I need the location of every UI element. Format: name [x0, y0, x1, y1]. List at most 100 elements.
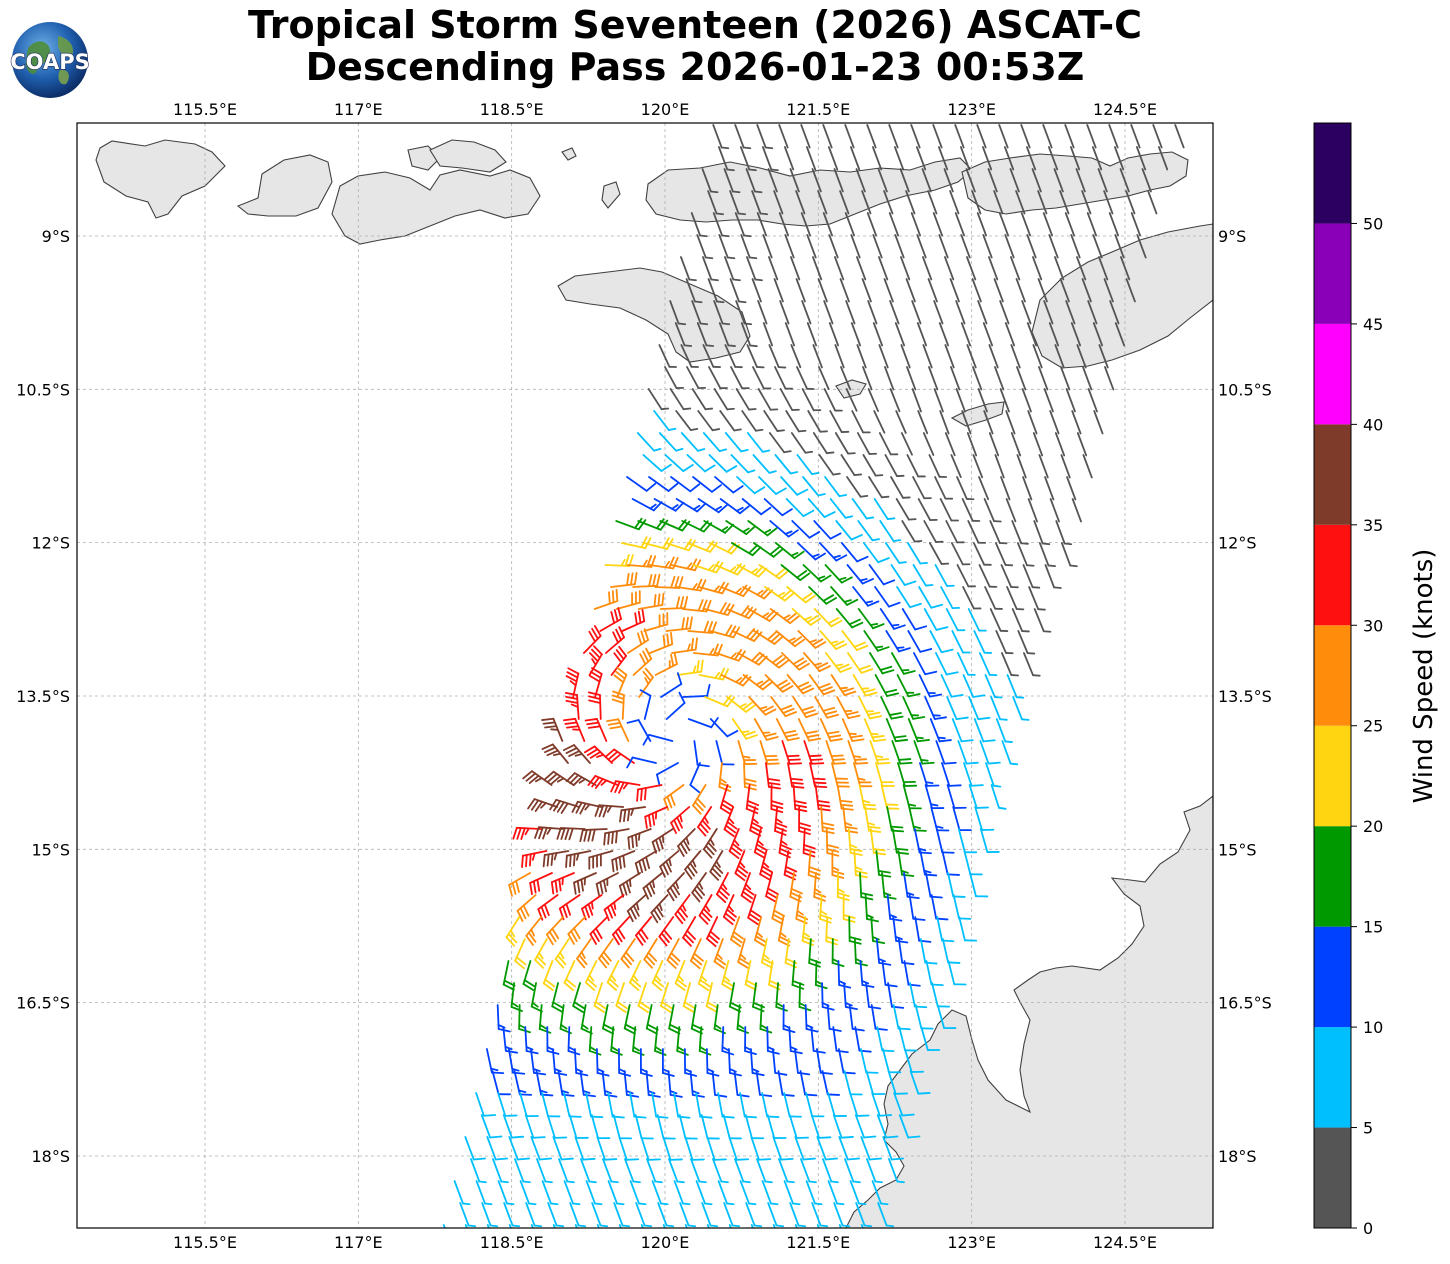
wind-barb — [944, 432, 956, 457]
wind-barb — [952, 806, 972, 832]
wind-barb — [761, 1180, 779, 1206]
wind-barb — [762, 234, 773, 259]
wind-barb — [825, 740, 847, 765]
wind-barb — [810, 1114, 832, 1139]
wind-barb — [768, 344, 787, 369]
wind-barb — [988, 344, 999, 369]
wind-barb — [530, 982, 543, 1013]
wind-barb — [950, 454, 962, 478]
wind-barb — [797, 630, 827, 649]
wind-barb — [736, 476, 766, 495]
lat-label: 13.5°S — [1218, 687, 1272, 706]
wind-barb — [1076, 344, 1087, 369]
wind-barb — [954, 124, 965, 149]
wind-barb — [903, 1048, 925, 1073]
colorbar-segment — [1314, 625, 1351, 726]
wind-barb — [802, 476, 826, 497]
wind-barb — [503, 1202, 521, 1228]
land-small-island-2 — [601, 181, 621, 209]
wind-barb — [911, 388, 922, 413]
wind-barb — [603, 894, 625, 922]
wind-barb — [941, 762, 962, 787]
wind-barb — [796, 454, 820, 475]
wind-barb — [529, 872, 553, 896]
wind-barb — [730, 542, 762, 557]
lat-label: 13.5°S — [16, 687, 70, 706]
colorbar-segment — [1314, 123, 1351, 224]
wind-barb — [928, 454, 948, 478]
wind-barb — [1054, 432, 1066, 457]
wind-barb — [516, 894, 537, 922]
wind-barb — [1065, 388, 1076, 413]
wind-barb — [1001, 652, 1019, 677]
wind-barb — [1065, 300, 1076, 325]
wind-barb — [938, 234, 949, 259]
wind-barb — [1038, 454, 1049, 479]
wind-barb — [697, 410, 721, 432]
wind-barb — [678, 1114, 698, 1140]
wind-barb — [491, 1070, 511, 1096]
wind-barb — [918, 586, 944, 609]
wind-barb — [894, 322, 906, 347]
wind-barb — [851, 410, 871, 434]
wind-barb — [770, 696, 798, 718]
wind-barb — [920, 1026, 941, 1051]
wind-barb — [830, 674, 857, 697]
wind-barb — [620, 938, 636, 969]
wind-barb — [552, 1136, 574, 1161]
wind-barb — [1026, 234, 1037, 259]
wind-barb — [885, 718, 909, 743]
wind-barb — [594, 804, 625, 818]
wind-barb — [1087, 300, 1098, 325]
wind-barb — [906, 454, 926, 478]
wind-barb — [723, 168, 741, 194]
wind-barb — [1042, 124, 1053, 149]
wind-barb — [1053, 168, 1064, 193]
wind-barb — [1071, 410, 1082, 435]
wind-barb — [1033, 520, 1051, 546]
wind-barb — [801, 916, 815, 946]
wind-barb — [654, 1026, 667, 1056]
wind-barb — [987, 168, 998, 193]
wind-barb — [654, 575, 684, 589]
wind-barb — [1076, 256, 1087, 281]
wind-barb — [949, 278, 960, 303]
wind-barb — [718, 234, 736, 260]
wind-barb — [947, 960, 967, 986]
wind-barb — [941, 938, 961, 964]
wind-barb — [629, 1180, 647, 1206]
wind-barb — [1119, 168, 1130, 193]
lon-labels-bottom: 115.5°E 117°E 118.5°E 120°E 121.5°E 123°E 124.… — [173, 1233, 1157, 1252]
wind-barb — [658, 916, 675, 947]
wind-barb — [615, 590, 641, 610]
wind-barb — [588, 850, 614, 870]
lon-label: 115.5°E — [173, 100, 237, 119]
lon-label: 120°E — [641, 1233, 690, 1252]
wind-barb — [801, 388, 822, 412]
wind-barb — [914, 1004, 934, 1030]
colorbar-ticks: 0 5 10 15 20 25 30 35 40 45 50 — [1351, 214, 1383, 1238]
wind-barb — [664, 454, 694, 472]
wind-barb — [698, 1026, 712, 1056]
wind-barb — [1043, 388, 1054, 413]
wind-barb — [897, 762, 918, 787]
wind-barb — [884, 542, 907, 564]
wind-barb — [759, 652, 789, 669]
wind-barb — [870, 916, 886, 945]
wind-barb — [563, 1180, 581, 1206]
wind-barb — [846, 476, 869, 498]
wind-barb — [982, 322, 994, 347]
wind-barb — [585, 1180, 603, 1206]
wind-barb — [1103, 278, 1114, 303]
wind-barb — [623, 1070, 639, 1098]
wind-barb — [978, 564, 998, 588]
wind-barb — [900, 256, 911, 281]
wind-barb — [810, 1026, 826, 1054]
wind-barb — [918, 674, 943, 698]
colorbar-tick-label: 40 — [1363, 415, 1383, 434]
wind-barb — [573, 872, 597, 895]
wind-barb — [896, 586, 922, 609]
wind-barb — [686, 540, 718, 553]
wind-barb — [642, 454, 672, 472]
wind-barb — [771, 894, 786, 925]
